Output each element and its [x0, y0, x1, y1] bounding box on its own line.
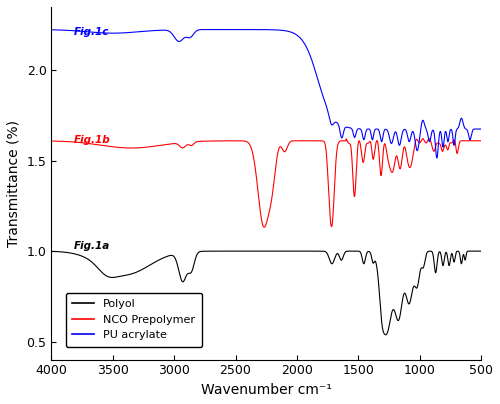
- Text: Fig.1c: Fig.1c: [74, 27, 109, 37]
- Text: Fig.1a: Fig.1a: [74, 241, 110, 251]
- Text: Fig.1b: Fig.1b: [74, 135, 110, 145]
- Legend: Polyol, NCO Prepolymer, PU acrylate: Polyol, NCO Prepolymer, PU acrylate: [66, 292, 202, 347]
- X-axis label: Wavenumber cm⁻¹: Wavenumber cm⁻¹: [201, 383, 332, 397]
- Y-axis label: Transmittance (%): Transmittance (%): [7, 120, 21, 247]
